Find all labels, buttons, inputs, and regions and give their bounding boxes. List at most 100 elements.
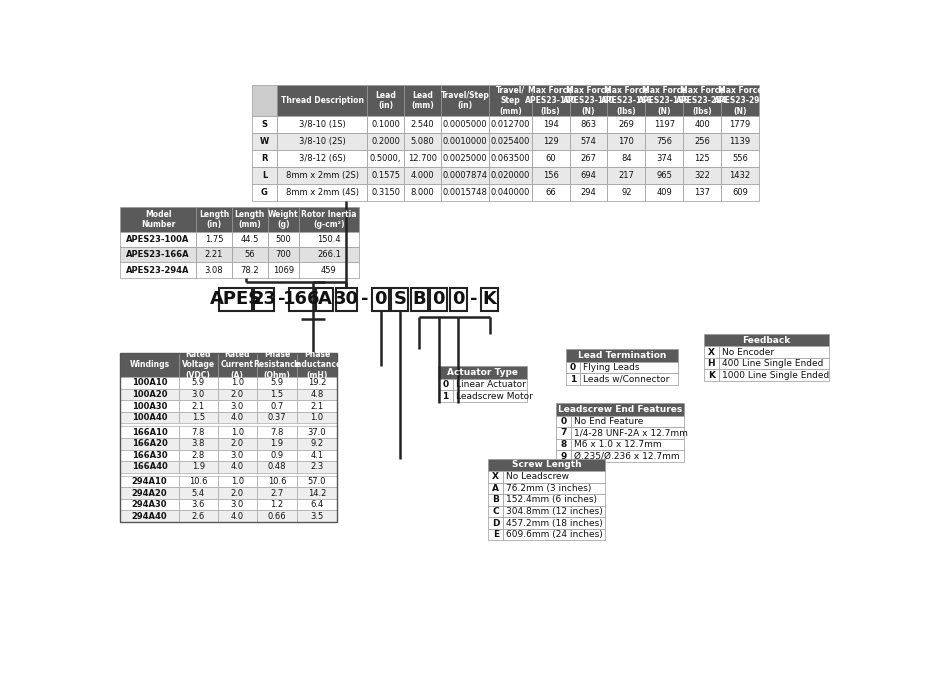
Text: 125: 125 (694, 154, 710, 163)
Text: 0: 0 (570, 363, 576, 372)
Bar (257, 388, 297, 400)
Bar (404, 86, 441, 116)
Text: Max Force
APES23-100
(N): Max Force APES23-100 (N) (563, 86, 614, 115)
Bar (404, 133, 441, 150)
Bar (299, 232, 359, 247)
Bar (719, 346, 830, 358)
Text: 1/4-28 UNF-2A x 12.7mm: 1/4-28 UNF-2A x 12.7mm (574, 428, 687, 437)
Text: W: W (259, 137, 269, 146)
Bar (297, 352, 337, 377)
Bar (430, 288, 447, 311)
Text: 3.0: 3.0 (192, 390, 205, 399)
Bar (179, 411, 218, 424)
Bar (684, 184, 721, 201)
Bar (120, 388, 179, 400)
Text: 4.0: 4.0 (231, 413, 244, 422)
Bar (218, 449, 257, 461)
Text: 0.0010000: 0.0010000 (443, 137, 487, 146)
Bar (719, 358, 830, 369)
Text: 3.0: 3.0 (231, 500, 244, 509)
Bar (254, 288, 274, 311)
Text: 152.4mm (6 inches): 152.4mm (6 inches) (507, 496, 597, 504)
Bar (297, 377, 337, 388)
Text: B: B (492, 496, 499, 504)
Bar (179, 499, 218, 511)
Text: 44.5: 44.5 (241, 235, 259, 244)
Text: Travel/Step
(in): Travel/Step (in) (441, 91, 489, 111)
Text: 294A20: 294A20 (132, 489, 167, 498)
Text: G: G (261, 188, 268, 197)
Bar (218, 426, 257, 438)
Bar (268, 262, 299, 278)
Bar (489, 86, 532, 116)
Bar (232, 232, 268, 247)
Text: 409: 409 (657, 188, 672, 197)
Text: 756: 756 (657, 137, 672, 146)
Text: 1: 1 (570, 375, 577, 384)
Bar (570, 450, 684, 462)
Bar (257, 377, 297, 388)
Bar (367, 150, 404, 167)
Bar (257, 352, 297, 377)
Bar (569, 86, 607, 116)
Bar (580, 362, 678, 373)
Bar (404, 184, 441, 201)
Bar (489, 116, 532, 133)
Bar (684, 167, 721, 184)
Bar (704, 334, 830, 346)
Bar (179, 377, 218, 388)
Text: 3.8: 3.8 (192, 439, 205, 448)
Text: 8: 8 (561, 440, 566, 449)
Text: 1: 1 (443, 392, 448, 401)
Bar (607, 150, 645, 167)
Text: S: S (393, 291, 406, 308)
Bar (570, 416, 684, 427)
Bar (297, 488, 337, 499)
Text: 0.37: 0.37 (268, 413, 286, 422)
Text: 2.0: 2.0 (231, 390, 244, 399)
Bar (196, 262, 232, 278)
Bar (218, 499, 257, 511)
Bar (721, 86, 759, 116)
Bar (252, 184, 277, 201)
Bar (257, 449, 297, 461)
Bar (404, 150, 441, 167)
Bar (556, 427, 570, 439)
Text: 4.000: 4.000 (410, 171, 434, 180)
Bar (488, 459, 604, 471)
Text: Max Force
APES23-100
(lbs): Max Force APES23-100 (lbs) (525, 86, 577, 115)
Bar (704, 369, 719, 381)
Text: Max Force
APES23-294
(N): Max Force APES23-294 (N) (714, 86, 765, 115)
Text: Lead
(mm): Lead (mm) (411, 91, 433, 111)
Bar (565, 362, 580, 373)
Text: 57.0: 57.0 (308, 477, 326, 486)
Bar (179, 438, 218, 449)
Bar (441, 86, 489, 116)
Text: 0.1000: 0.1000 (371, 120, 400, 129)
Bar (297, 449, 337, 461)
Text: No Encoder: No Encoder (722, 348, 774, 356)
Text: 5.9: 5.9 (271, 378, 284, 388)
Bar (404, 167, 441, 184)
Bar (257, 438, 297, 449)
Text: APES23-100A: APES23-100A (126, 235, 190, 244)
Text: Thread Description: Thread Description (281, 96, 364, 105)
Text: Rotor Inertia
(g-cm²): Rotor Inertia (g-cm²) (301, 210, 357, 229)
Bar (645, 133, 684, 150)
Text: Lead Termination: Lead Termination (578, 351, 666, 360)
Text: 84: 84 (621, 154, 631, 163)
Bar (120, 411, 179, 424)
Text: 3.0: 3.0 (231, 451, 244, 460)
Text: 0.0005000: 0.0005000 (443, 120, 487, 129)
Text: 137: 137 (694, 188, 711, 197)
Bar (277, 150, 367, 167)
Bar (565, 373, 580, 385)
Bar (404, 116, 441, 133)
Bar (277, 86, 367, 116)
Text: Max Force
APES23-294
(lbs): Max Force APES23-294 (lbs) (676, 86, 728, 115)
Bar (120, 352, 337, 522)
Bar (336, 288, 357, 311)
Text: -: - (278, 291, 286, 308)
Bar (257, 411, 297, 424)
Text: 100A40: 100A40 (132, 413, 167, 422)
